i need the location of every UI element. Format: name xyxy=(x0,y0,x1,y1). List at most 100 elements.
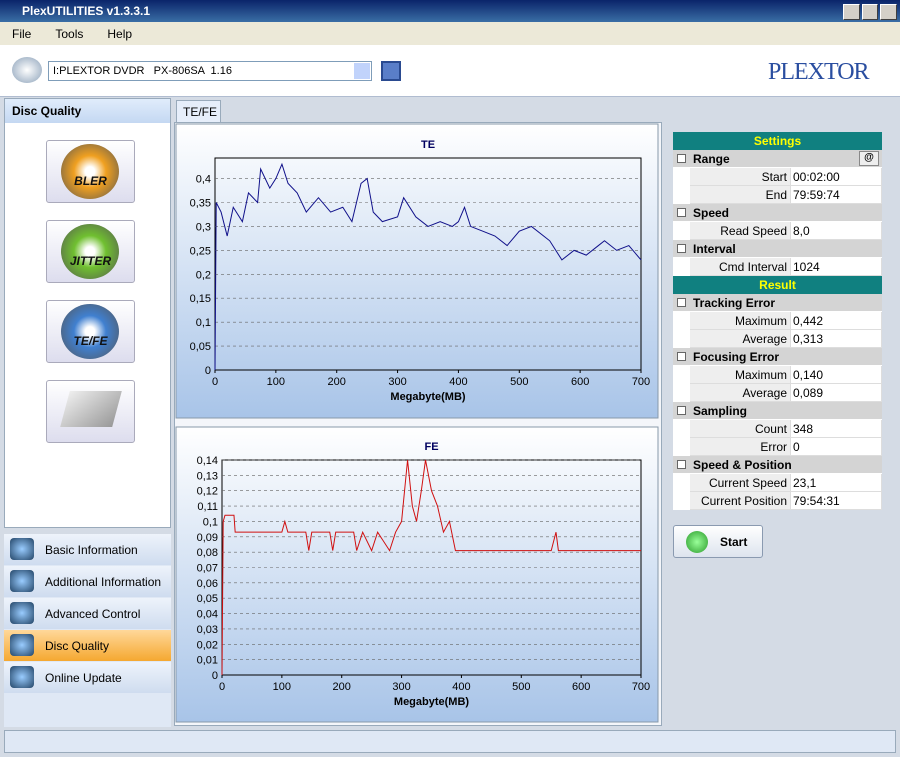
y-tick-label: 0 xyxy=(212,670,218,682)
row-label: Maximum xyxy=(690,312,790,330)
collapse-icon[interactable] xyxy=(677,208,686,217)
status-bar xyxy=(4,730,896,753)
nav-label: Additional Information xyxy=(45,575,162,589)
nav-label: Basic Information xyxy=(45,543,138,557)
disc-label: JITTER xyxy=(69,254,112,268)
drive-select[interactable]: I:PLEXTOR DVDR PX-806SA 1.16 xyxy=(48,61,372,81)
start-button[interactable]: Start xyxy=(673,525,763,558)
x-tick-label: 400 xyxy=(449,376,467,388)
x-tick-label: 0 xyxy=(212,376,218,388)
row-label: Read Speed xyxy=(690,222,790,240)
nav-item[interactable]: Advanced Control xyxy=(4,598,171,629)
y-tick-label: 0,25 xyxy=(190,245,211,257)
group-header: Focusing Error xyxy=(673,348,882,366)
row-label: Average xyxy=(690,384,790,402)
dropdown-arrow[interactable] xyxy=(354,63,370,79)
x-tick-label: 100 xyxy=(273,681,291,693)
y-tick-label: 0,05 xyxy=(190,341,211,353)
row-label: Cmd Interval xyxy=(690,258,790,276)
disc-button[interactable]: TE/FE xyxy=(46,300,135,363)
nav-label: Disc Quality xyxy=(45,639,110,653)
y-tick-label: 0,35 xyxy=(190,198,211,210)
x-tick-label: 700 xyxy=(632,376,650,388)
drive-button[interactable] xyxy=(46,380,135,443)
collapse-icon[interactable] xyxy=(677,352,686,361)
collapse-icon[interactable] xyxy=(677,298,686,307)
x-axis-label: Megabyte(MB) xyxy=(390,391,466,403)
disc-button[interactable]: JITTER xyxy=(46,220,135,283)
group-title: Range xyxy=(693,152,730,166)
collapse-icon[interactable] xyxy=(677,460,686,469)
close-button[interactable] xyxy=(880,4,898,20)
nav-icon xyxy=(10,634,34,656)
title-bar: PlexUTILITIES v1.3.3.1 xyxy=(0,0,900,22)
menu-bar: File Tools Help xyxy=(0,22,900,45)
row-value: 79:59:74 xyxy=(790,186,882,204)
nav-icon xyxy=(10,666,34,688)
y-tick-label: 0,07 xyxy=(197,563,218,575)
maximize-button[interactable] xyxy=(861,4,879,20)
collapse-icon[interactable] xyxy=(677,244,686,253)
row-label: Current Speed xyxy=(690,474,790,492)
row-value: 0,442 xyxy=(790,312,882,330)
y-tick-label: 0,04 xyxy=(197,609,218,621)
tab[interactable]: TE/FE xyxy=(176,100,221,123)
x-tick-label: 300 xyxy=(388,376,406,388)
sidebar-panel: Disc Quality BLER JITTER TE/FE xyxy=(4,98,171,528)
group-header: Range @ xyxy=(673,150,882,168)
y-tick-label: 0,05 xyxy=(197,593,218,605)
y-tick-label: 0,15 xyxy=(190,293,211,305)
collapse-icon[interactable] xyxy=(677,154,686,163)
group-header: Sampling xyxy=(673,402,882,420)
disc-icon xyxy=(61,224,119,279)
section-header: Settings xyxy=(673,132,882,150)
sidebar-title: Disc Quality xyxy=(5,99,170,123)
nav-icon xyxy=(10,602,34,624)
nav-item[interactable]: Basic Information xyxy=(4,534,171,565)
disc-label: TE/FE xyxy=(73,334,108,348)
x-tick-label: 600 xyxy=(571,376,589,388)
row-value: 0 xyxy=(790,438,882,456)
disc-icon xyxy=(61,144,119,199)
group-header: Speed xyxy=(673,204,882,222)
nav-panel: Basic Information Additional Information A… xyxy=(4,534,171,727)
y-tick-label: 0 xyxy=(205,365,211,377)
y-tick-label: 0,09 xyxy=(197,532,218,544)
save-button[interactable] xyxy=(381,61,401,81)
y-tick-label: 0,12 xyxy=(197,486,218,498)
data-line xyxy=(221,459,641,676)
nav-icon xyxy=(10,538,34,560)
group-header: Tracking Error xyxy=(673,294,882,312)
menu-item[interactable]: Help xyxy=(107,27,133,41)
group-title: Sampling xyxy=(693,404,748,418)
y-tick-label: 0,14 xyxy=(197,455,218,467)
group-header: Speed & Position xyxy=(673,456,882,474)
x-axis-label: Megabyte(MB) xyxy=(394,696,470,708)
nav-item[interactable]: Additional Information xyxy=(4,566,171,597)
row-label: End xyxy=(690,186,790,204)
group-button[interactable]: @ xyxy=(859,151,879,166)
x-tick-label: 500 xyxy=(510,376,528,388)
group-title: Speed xyxy=(693,206,730,220)
row-label: Current Position xyxy=(690,492,790,510)
chart-panel xyxy=(175,123,659,419)
drive-name: I:PLEXTOR DVDR PX-806SA 1.16 xyxy=(53,65,232,77)
nav-item[interactable]: Online Update xyxy=(4,662,171,693)
collapse-icon[interactable] xyxy=(677,406,686,415)
section-header: Result xyxy=(673,276,882,294)
menu-item[interactable]: File xyxy=(12,27,32,41)
row-label: Start xyxy=(690,168,790,186)
group-title: Tracking Error xyxy=(693,296,776,310)
y-tick-label: 0,4 xyxy=(196,174,211,186)
minimize-button[interactable] xyxy=(843,4,860,20)
settings-panel: Settings Range @ Start 00:02:00 End 79:59:74 Sp… xyxy=(673,132,882,510)
x-tick-label: 500 xyxy=(512,681,530,693)
start-icon xyxy=(686,531,708,553)
y-tick-label: 0,3 xyxy=(196,221,211,233)
drive-icon xyxy=(12,57,42,83)
nav-item[interactable]: Disc Quality xyxy=(4,630,171,661)
disc-button[interactable]: BLER xyxy=(46,140,135,203)
menu-item[interactable]: Tools xyxy=(55,27,84,41)
